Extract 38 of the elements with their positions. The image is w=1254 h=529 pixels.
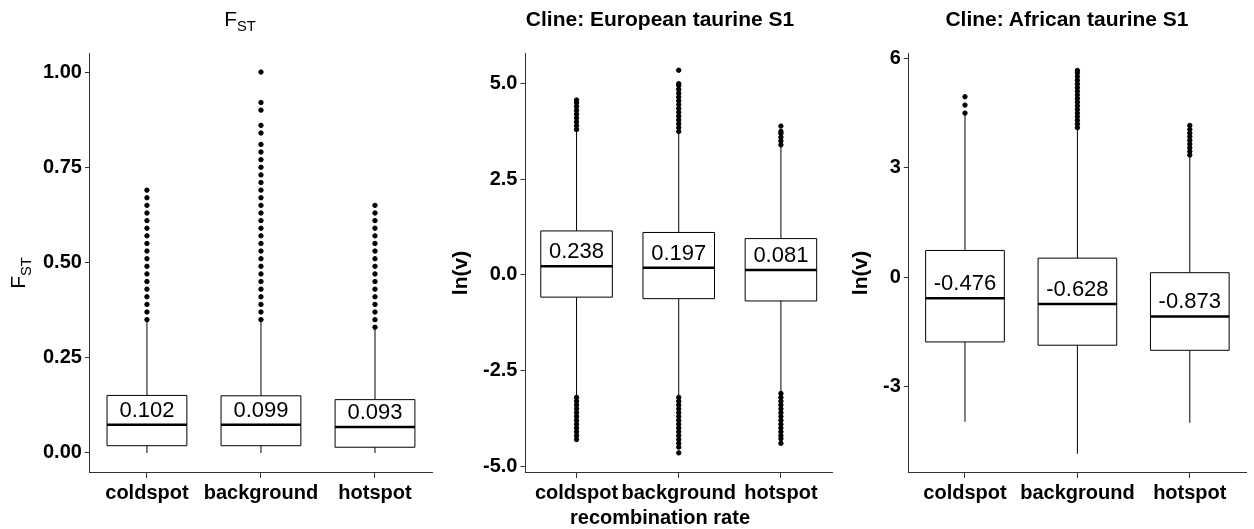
annotation: -0.873: [1158, 288, 1221, 314]
x-tick-label: coldspot: [534, 480, 619, 503]
x-tick-label: hotspot: [1153, 480, 1227, 503]
annotation: 0.093: [347, 399, 403, 425]
annotation: 0.081: [753, 242, 809, 268]
y-tick-label: 0.75: [42, 154, 82, 177]
y-tick-label: 2.5: [489, 166, 518, 189]
y-tick-label: 0.00: [42, 440, 82, 463]
chart-title: Cline: African taurine S1: [944, 6, 1190, 32]
y-tick-label: 0.50: [42, 250, 82, 273]
annotation: 0.099: [233, 396, 289, 422]
annotation: -0.628: [1046, 276, 1109, 302]
x-axis-title: recombination rate: [568, 506, 751, 529]
y-tick-label: 3: [889, 155, 901, 178]
chart-title: F$_{ST}$: [223, 6, 257, 37]
annotation: 0.102: [119, 396, 175, 422]
x-tick-label: hotspot: [744, 480, 818, 503]
annotation: 0.238: [549, 238, 605, 264]
y-tick-label: 0.0: [489, 262, 518, 285]
y-tick-label: -2.5: [482, 358, 518, 381]
y-tick-label: 5.0: [489, 71, 518, 94]
y-tick-label: -3: [882, 373, 901, 396]
x-tick-label: background: [1020, 480, 1135, 503]
annotation: -0.476: [933, 270, 997, 296]
y-axis-title: ln(v): [448, 250, 472, 296]
y-tick-label: -5.0: [482, 453, 518, 476]
x-tick-label: background: [621, 480, 736, 503]
y-tick-label: 0: [889, 264, 901, 287]
x-tick-label: coldspot: [923, 480, 1007, 503]
x-tick-label: background: [203, 480, 319, 503]
y-tick-label: 6: [889, 45, 901, 68]
x-tick-label: coldspot: [105, 480, 189, 503]
chart-title: Cline: European taurine S1: [524, 6, 796, 32]
annotation: 0.197: [651, 239, 707, 265]
y-axis-title: ln(v): [848, 250, 872, 296]
y-tick-label: 0.25: [42, 345, 82, 368]
x-tick-label: hotspot: [338, 480, 412, 503]
y-tick-label: 1.00: [42, 59, 82, 82]
